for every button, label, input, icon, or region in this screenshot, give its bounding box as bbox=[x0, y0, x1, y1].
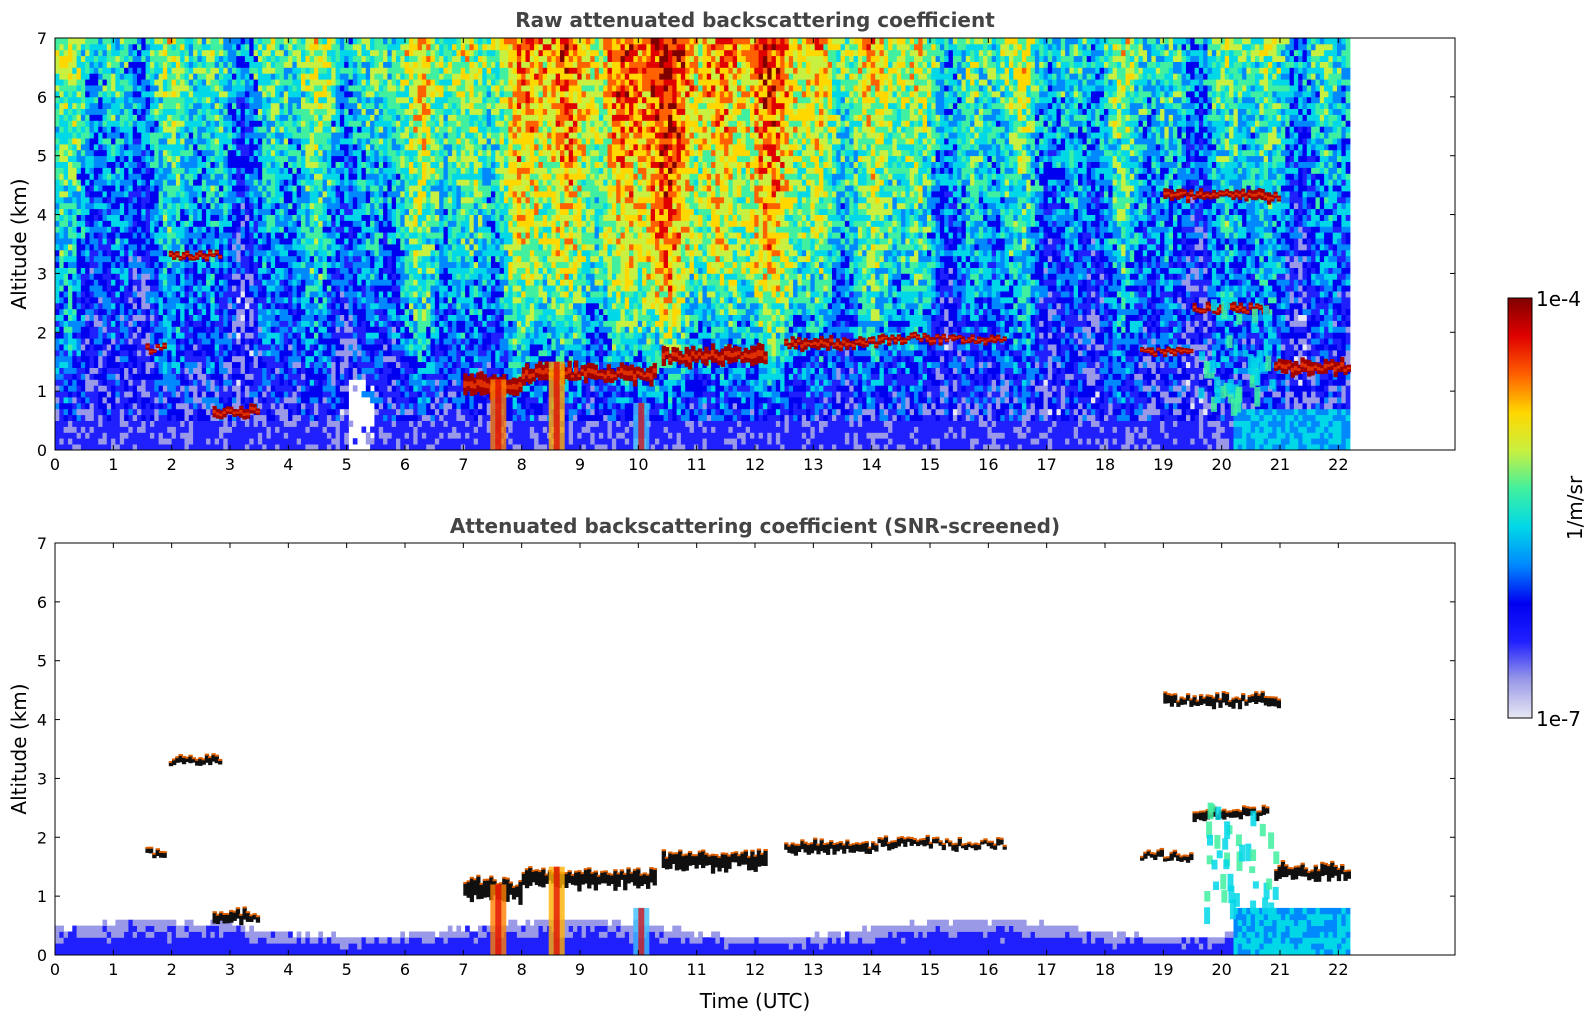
snr-screened-panel: Attenuated backscattering coefficient (S… bbox=[7, 514, 1456, 1013]
x-tick-label: 20 bbox=[1211, 455, 1231, 474]
x-tick-label: 11 bbox=[686, 455, 706, 474]
y-tick-label: 3 bbox=[37, 264, 47, 283]
colorbar-max-label: 1e-4 bbox=[1536, 287, 1581, 311]
y-tick-label: 3 bbox=[37, 769, 47, 788]
y-tick-label: 0 bbox=[37, 441, 47, 460]
x-tick-label: 16 bbox=[978, 455, 998, 474]
x-tick-label: 5 bbox=[342, 960, 352, 979]
x-tick-label: 3 bbox=[225, 455, 235, 474]
x-tick-label: 0 bbox=[50, 455, 60, 474]
panel1-title: Raw attenuated backscattering coefficien… bbox=[515, 8, 995, 32]
x-tick-label: 17 bbox=[1036, 455, 1056, 474]
panel2-x-ticks: 0 1 2 3 4 5 6 7 8 9 10 11 12 13 14 15 16 17 18 19 20 21 22 bbox=[50, 543, 1349, 979]
x-tick-label: 20 bbox=[1211, 960, 1231, 979]
x-tick-label: 9 bbox=[575, 960, 585, 979]
x-tick-label: 10 bbox=[628, 960, 648, 979]
y-tick-label: 1 bbox=[37, 382, 47, 401]
x-tick-label: 4 bbox=[283, 960, 293, 979]
y-tick-label: 4 bbox=[37, 206, 47, 225]
y-tick-label: 0 bbox=[37, 946, 47, 965]
x-tick-label: 6 bbox=[400, 455, 410, 474]
snr-screened-heatmap bbox=[55, 690, 1351, 955]
y-tick-label: 6 bbox=[37, 593, 47, 612]
panel2-y-axis-label: Altitude (km) bbox=[7, 683, 31, 814]
raw-backscatter-panel: Raw attenuated backscattering coefficien… bbox=[7, 8, 1456, 474]
panel1-y-ticks: 0 1 2 3 4 5 6 7 bbox=[37, 29, 1455, 460]
x-tick-label: 7 bbox=[458, 960, 468, 979]
x-tick-label: 22 bbox=[1328, 960, 1348, 979]
panel1-y-axis-label: Altitude (km) bbox=[7, 178, 31, 309]
colorbar-gradient bbox=[1507, 297, 1533, 719]
y-tick-label: 7 bbox=[37, 534, 47, 553]
x-tick-label: 12 bbox=[745, 455, 765, 474]
colorbar: 1e-4 1e-7 1/m/sr bbox=[1507, 287, 1587, 731]
panel2-y-ticks: 0 1 2 3 4 5 6 7 bbox=[37, 534, 1455, 965]
y-tick-label: 1 bbox=[37, 887, 47, 906]
x-tick-label: 18 bbox=[1095, 455, 1115, 474]
x-tick-label: 19 bbox=[1153, 960, 1173, 979]
x-tick-label: 16 bbox=[978, 960, 998, 979]
x-tick-label: 17 bbox=[1036, 960, 1056, 979]
panel2-x-axis-label: Time (UTC) bbox=[699, 989, 811, 1013]
colorbar-min-label: 1e-7 bbox=[1536, 707, 1581, 731]
x-tick-label: 1 bbox=[108, 960, 118, 979]
x-tick-label: 15 bbox=[920, 455, 940, 474]
x-tick-label: 2 bbox=[167, 455, 177, 474]
x-tick-label: 0 bbox=[50, 960, 60, 979]
y-tick-label: 2 bbox=[37, 828, 47, 847]
x-tick-label: 22 bbox=[1328, 455, 1348, 474]
x-tick-label: 5 bbox=[342, 455, 352, 474]
y-tick-label: 5 bbox=[37, 147, 47, 166]
x-tick-label: 19 bbox=[1153, 455, 1173, 474]
x-tick-label: 9 bbox=[575, 455, 585, 474]
panel2-title: Attenuated backscattering coefficient (S… bbox=[450, 514, 1060, 538]
x-tick-label: 13 bbox=[803, 455, 823, 474]
x-tick-label: 15 bbox=[920, 960, 940, 979]
x-tick-label: 3 bbox=[225, 960, 235, 979]
colorbar-unit-label: 1/m/sr bbox=[1563, 475, 1587, 540]
x-tick-label: 12 bbox=[745, 960, 765, 979]
x-tick-label: 6 bbox=[400, 960, 410, 979]
y-tick-label: 2 bbox=[37, 323, 47, 342]
x-tick-label: 1 bbox=[108, 455, 118, 474]
raw-backscatter-heatmap bbox=[55, 38, 1351, 450]
x-tick-label: 21 bbox=[1270, 960, 1290, 979]
y-tick-label: 5 bbox=[37, 652, 47, 671]
y-tick-label: 4 bbox=[37, 711, 47, 730]
panel1-x-ticks: 0 1 2 3 4 5 6 7 8 9 10 11 12 13 14 15 16 17 18 19 20 21 22 bbox=[50, 38, 1349, 474]
x-tick-label: 10 bbox=[628, 455, 648, 474]
x-tick-label: 21 bbox=[1270, 455, 1290, 474]
x-tick-label: 14 bbox=[861, 455, 881, 474]
x-tick-label: 13 bbox=[803, 960, 823, 979]
x-tick-label: 8 bbox=[517, 960, 527, 979]
y-tick-label: 6 bbox=[37, 88, 47, 107]
x-tick-label: 18 bbox=[1095, 960, 1115, 979]
y-tick-label: 7 bbox=[37, 29, 47, 48]
x-tick-label: 2 bbox=[167, 960, 177, 979]
x-tick-label: 8 bbox=[517, 455, 527, 474]
x-tick-label: 4 bbox=[283, 455, 293, 474]
x-tick-label: 11 bbox=[686, 960, 706, 979]
panel2-frame bbox=[54, 542, 1456, 956]
x-tick-label: 7 bbox=[458, 455, 468, 474]
x-tick-label: 14 bbox=[861, 960, 881, 979]
